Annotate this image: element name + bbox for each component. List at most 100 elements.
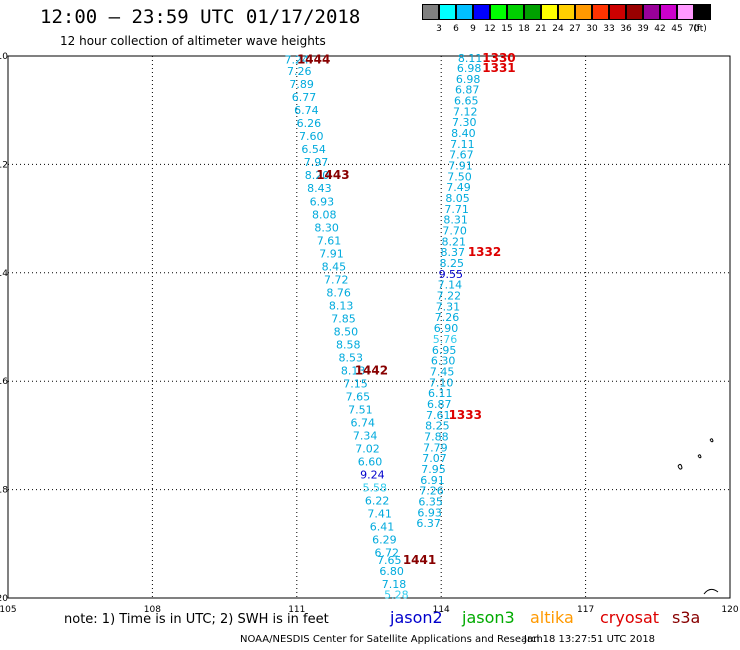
wave-height-value: 7.70	[442, 225, 467, 238]
legend-cryosat: cryosat	[600, 608, 660, 627]
wave-height-value: 7.50	[447, 170, 472, 183]
wave-height-value: 6.90	[434, 322, 459, 335]
wave-height-value: 7.61	[317, 234, 342, 247]
color-scale-label: 3	[436, 24, 442, 34]
wave-height-value: 6.65	[454, 94, 479, 107]
wave-height-value: 7.89	[289, 78, 314, 91]
color-scale-label: 30	[586, 24, 598, 34]
wave-height-value: 7.72	[324, 273, 349, 286]
wave-height-value: 7.49	[446, 181, 471, 194]
wave-height-value: 5.58	[363, 481, 388, 494]
wave-height-value: 7.91	[448, 159, 473, 172]
wave-height-value: 7.10	[429, 376, 454, 389]
wave-height-value: 8.08	[312, 208, 337, 221]
wave-height-value: 8.25	[425, 420, 450, 433]
color-swatch	[456, 4, 473, 20]
wave-height-value: 6.74	[294, 104, 319, 117]
color-scale-label: 36	[620, 24, 632, 34]
color-swatch	[694, 4, 711, 20]
credit-text: NOAA/NESDIS Center for Satellite Applica…	[240, 634, 543, 645]
wave-height-value: 8.40	[451, 127, 476, 140]
wave-height-value: 8.21	[441, 235, 466, 248]
wave-height-value: 6.91	[420, 474, 445, 487]
wave-height-value: 9.24	[360, 468, 385, 481]
color-swatch	[490, 4, 507, 20]
wave-height-value: 7.97	[304, 156, 329, 169]
wave-height-value: 6.87	[455, 84, 480, 97]
color-swatch	[592, 4, 609, 20]
wave-height-value: 7.18	[382, 578, 407, 591]
wave-height-value: 7.60	[299, 130, 324, 143]
wave-height-value: 5.76	[433, 333, 458, 346]
wave-height-value: 7.51	[348, 403, 373, 416]
color-swatch	[643, 4, 660, 20]
wave-height-value: 7.34	[353, 429, 378, 442]
wave-height-value: 8.25	[440, 257, 465, 270]
lon-tick-label: 117	[577, 605, 594, 615]
lon-tick-label: 114	[433, 605, 450, 615]
wave-height-value: 6.60	[358, 455, 383, 468]
wave-height-value: 6.22	[365, 494, 390, 507]
wave-height-value: 7.67	[449, 149, 474, 162]
wave-height-value: 6.95	[432, 344, 457, 357]
lon-tick-label: 105	[0, 605, 17, 615]
wave-height-value: 9.55	[439, 268, 464, 281]
wave-height-value: 7.61	[426, 409, 451, 422]
pass-number-label: 1330	[482, 51, 515, 65]
wave-height-value: 8.31	[443, 214, 468, 227]
wave-height-value: 7.24	[285, 53, 310, 66]
wave-height-value: 7.30	[452, 116, 477, 129]
note-text: note: 1) Time is in UTC; 2) SWH is in fe…	[64, 612, 329, 627]
wave-height-value: 8.13	[341, 364, 366, 377]
color-swatch	[507, 4, 524, 20]
pass-number-label: 1441	[403, 553, 436, 567]
color-swatch	[473, 4, 490, 20]
color-scale-label: 18	[518, 24, 530, 34]
wave-height-value: 7.85	[331, 312, 356, 325]
color-swatch	[575, 4, 592, 20]
wave-height-value: 6.30	[431, 355, 456, 368]
wave-height-value: 8.76	[326, 286, 351, 299]
wave-height-value: 7.26	[419, 485, 444, 498]
wave-height-value: 7.41	[367, 507, 392, 520]
wave-height-value: 6.80	[379, 565, 404, 578]
wave-height-value: 8.11	[458, 52, 483, 65]
lon-tick-label: 108	[144, 605, 161, 615]
wave-height-value: 6.77	[292, 91, 317, 104]
color-swatch	[541, 4, 558, 20]
map-frame	[7, 55, 731, 599]
wave-height-value: 7.02	[355, 442, 380, 455]
wave-height-value: 8.43	[307, 182, 332, 195]
wave-height-value: 6.98	[457, 62, 482, 75]
wave-height-value: 6.54	[301, 143, 326, 156]
color-swatch	[677, 4, 694, 20]
wave-height-value: 5.28	[384, 589, 409, 602]
wave-height-value: 7.71	[444, 203, 469, 216]
wave-height-value: 7.65	[346, 390, 371, 403]
color-scale-label: 15	[501, 24, 513, 34]
lon-tick-label: 120	[721, 605, 738, 615]
wave-height-value: 6.29	[372, 533, 397, 546]
wave-height-value: 7.95	[421, 463, 446, 476]
wave-height-value: 7.91	[319, 247, 344, 260]
color-swatch	[660, 4, 677, 20]
wave-height-value: 8.53	[338, 351, 363, 364]
color-scale-label: 9	[470, 24, 476, 34]
wave-height-value: 8.13	[329, 299, 354, 312]
color-swatch	[626, 4, 643, 20]
wave-height-value: 8.50	[334, 325, 359, 338]
wave-height-value: 7.07	[422, 452, 447, 465]
wave-height-value: 6.35	[418, 496, 443, 509]
color-scale-label: 24	[552, 24, 564, 34]
wave-height-value: 7.22	[437, 290, 462, 303]
color-scale-label: 39	[637, 24, 649, 34]
lat-tick-label: -18	[0, 486, 8, 496]
wave-height-value: 6.93	[310, 195, 335, 208]
wave-height-value: 8.58	[336, 338, 361, 351]
lat-tick-label: -16	[0, 377, 8, 387]
pass-number-label: 1442	[355, 363, 388, 377]
map-title: 12:00 – 23:59 UTC 01/17/2018	[40, 6, 361, 28]
color-swatch	[524, 4, 541, 20]
color-scale-label: 6	[453, 24, 459, 34]
